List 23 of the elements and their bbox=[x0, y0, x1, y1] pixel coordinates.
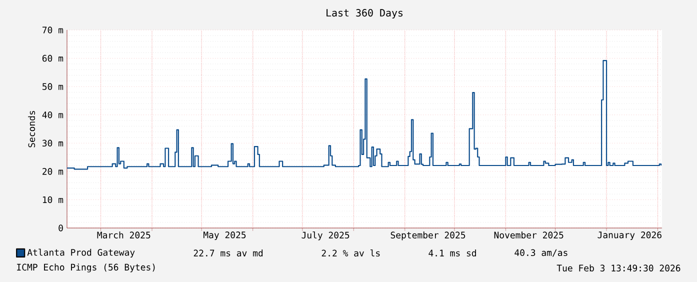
x-tick-label: September 2025 bbox=[390, 232, 466, 240]
chart-title: Last 360 Days bbox=[326, 9, 403, 19]
text: 2.2 % av ls bbox=[322, 250, 380, 256]
x-tick-label: July 2025 bbox=[302, 232, 350, 240]
x-tick-label: November 2025 bbox=[494, 232, 564, 238]
y-axis-title: Seconds bbox=[28, 110, 36, 148]
text: 40.3 am/as bbox=[514, 249, 568, 257]
y-tick-label: 20 m bbox=[42, 168, 64, 175]
text: 4.1 ms sd bbox=[428, 250, 476, 256]
y-tick-label: 70 m bbox=[42, 26, 64, 34]
x-tick-label: May 2025 bbox=[204, 232, 246, 240]
text: ICMP Echo Pings (56 Bytes) bbox=[17, 264, 155, 272]
y-tick-label: 50 m bbox=[42, 83, 64, 90]
y-tick-label: 0 bbox=[58, 224, 63, 232]
text: 22.7 ms av md bbox=[194, 250, 263, 256]
y-tick-label: 10 m bbox=[42, 196, 64, 204]
x-tick-label: January 2026 bbox=[598, 232, 662, 240]
text: Tue Feb 3 13:49:30 2026 bbox=[556, 264, 680, 272]
x-tick-label: March 2025 bbox=[97, 232, 150, 238]
y-tick-label: 30 m bbox=[42, 140, 64, 147]
y-tick-label: 40 m bbox=[42, 111, 64, 118]
y-tick-label: 60 m bbox=[42, 54, 64, 62]
legend-label: Atlanta Prod Gateway bbox=[27, 248, 135, 258]
